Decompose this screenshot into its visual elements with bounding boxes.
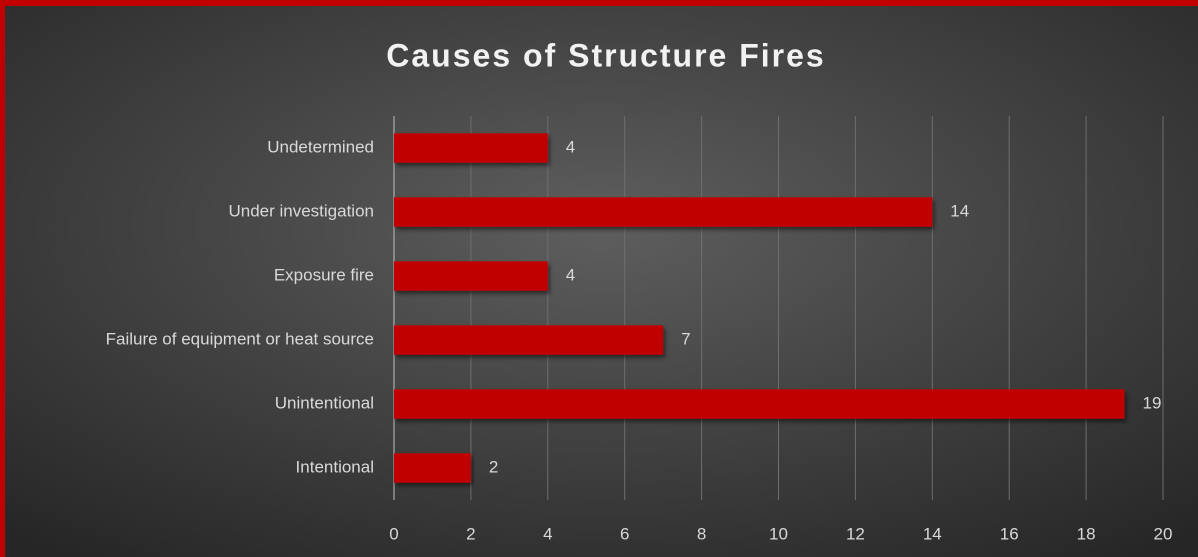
data-label: 19 (1143, 393, 1162, 412)
x-tick-label: 14 (923, 524, 942, 543)
x-tick-label: 6 (620, 524, 629, 543)
data-label: 14 (950, 201, 969, 220)
x-tick-label: 20 (1154, 524, 1173, 543)
bar (394, 325, 664, 355)
y-tick-label: Failure of equipment or heat source (106, 329, 374, 348)
bar (394, 261, 548, 291)
x-tick-label: 0 (389, 524, 398, 543)
x-tick-label: 8 (697, 524, 706, 543)
bar (394, 389, 1125, 419)
bar (394, 197, 933, 227)
x-tick-label: 16 (1000, 524, 1019, 543)
y-tick-label: Intentional (296, 457, 374, 476)
chart-background (5, 6, 1198, 557)
y-tick-label: Exposure fire (274, 265, 374, 284)
y-tick-label: Under investigation (228, 201, 374, 220)
x-tick-label: 2 (466, 524, 475, 543)
x-tick-label: 4 (543, 524, 552, 543)
x-tick-label: 10 (769, 524, 788, 543)
y-tick-label: Undetermined (267, 137, 374, 156)
x-tick-label: 18 (1077, 524, 1096, 543)
x-tick-label: 12 (846, 524, 865, 543)
bar (394, 453, 471, 483)
data-label: 4 (566, 265, 575, 284)
data-label: 4 (566, 137, 575, 156)
bar (394, 133, 548, 163)
chart-title: Causes of Structure Fires (386, 37, 825, 73)
data-label: 2 (489, 457, 498, 476)
y-tick-label: Unintentional (275, 393, 374, 412)
data-label: 7 (681, 329, 690, 348)
